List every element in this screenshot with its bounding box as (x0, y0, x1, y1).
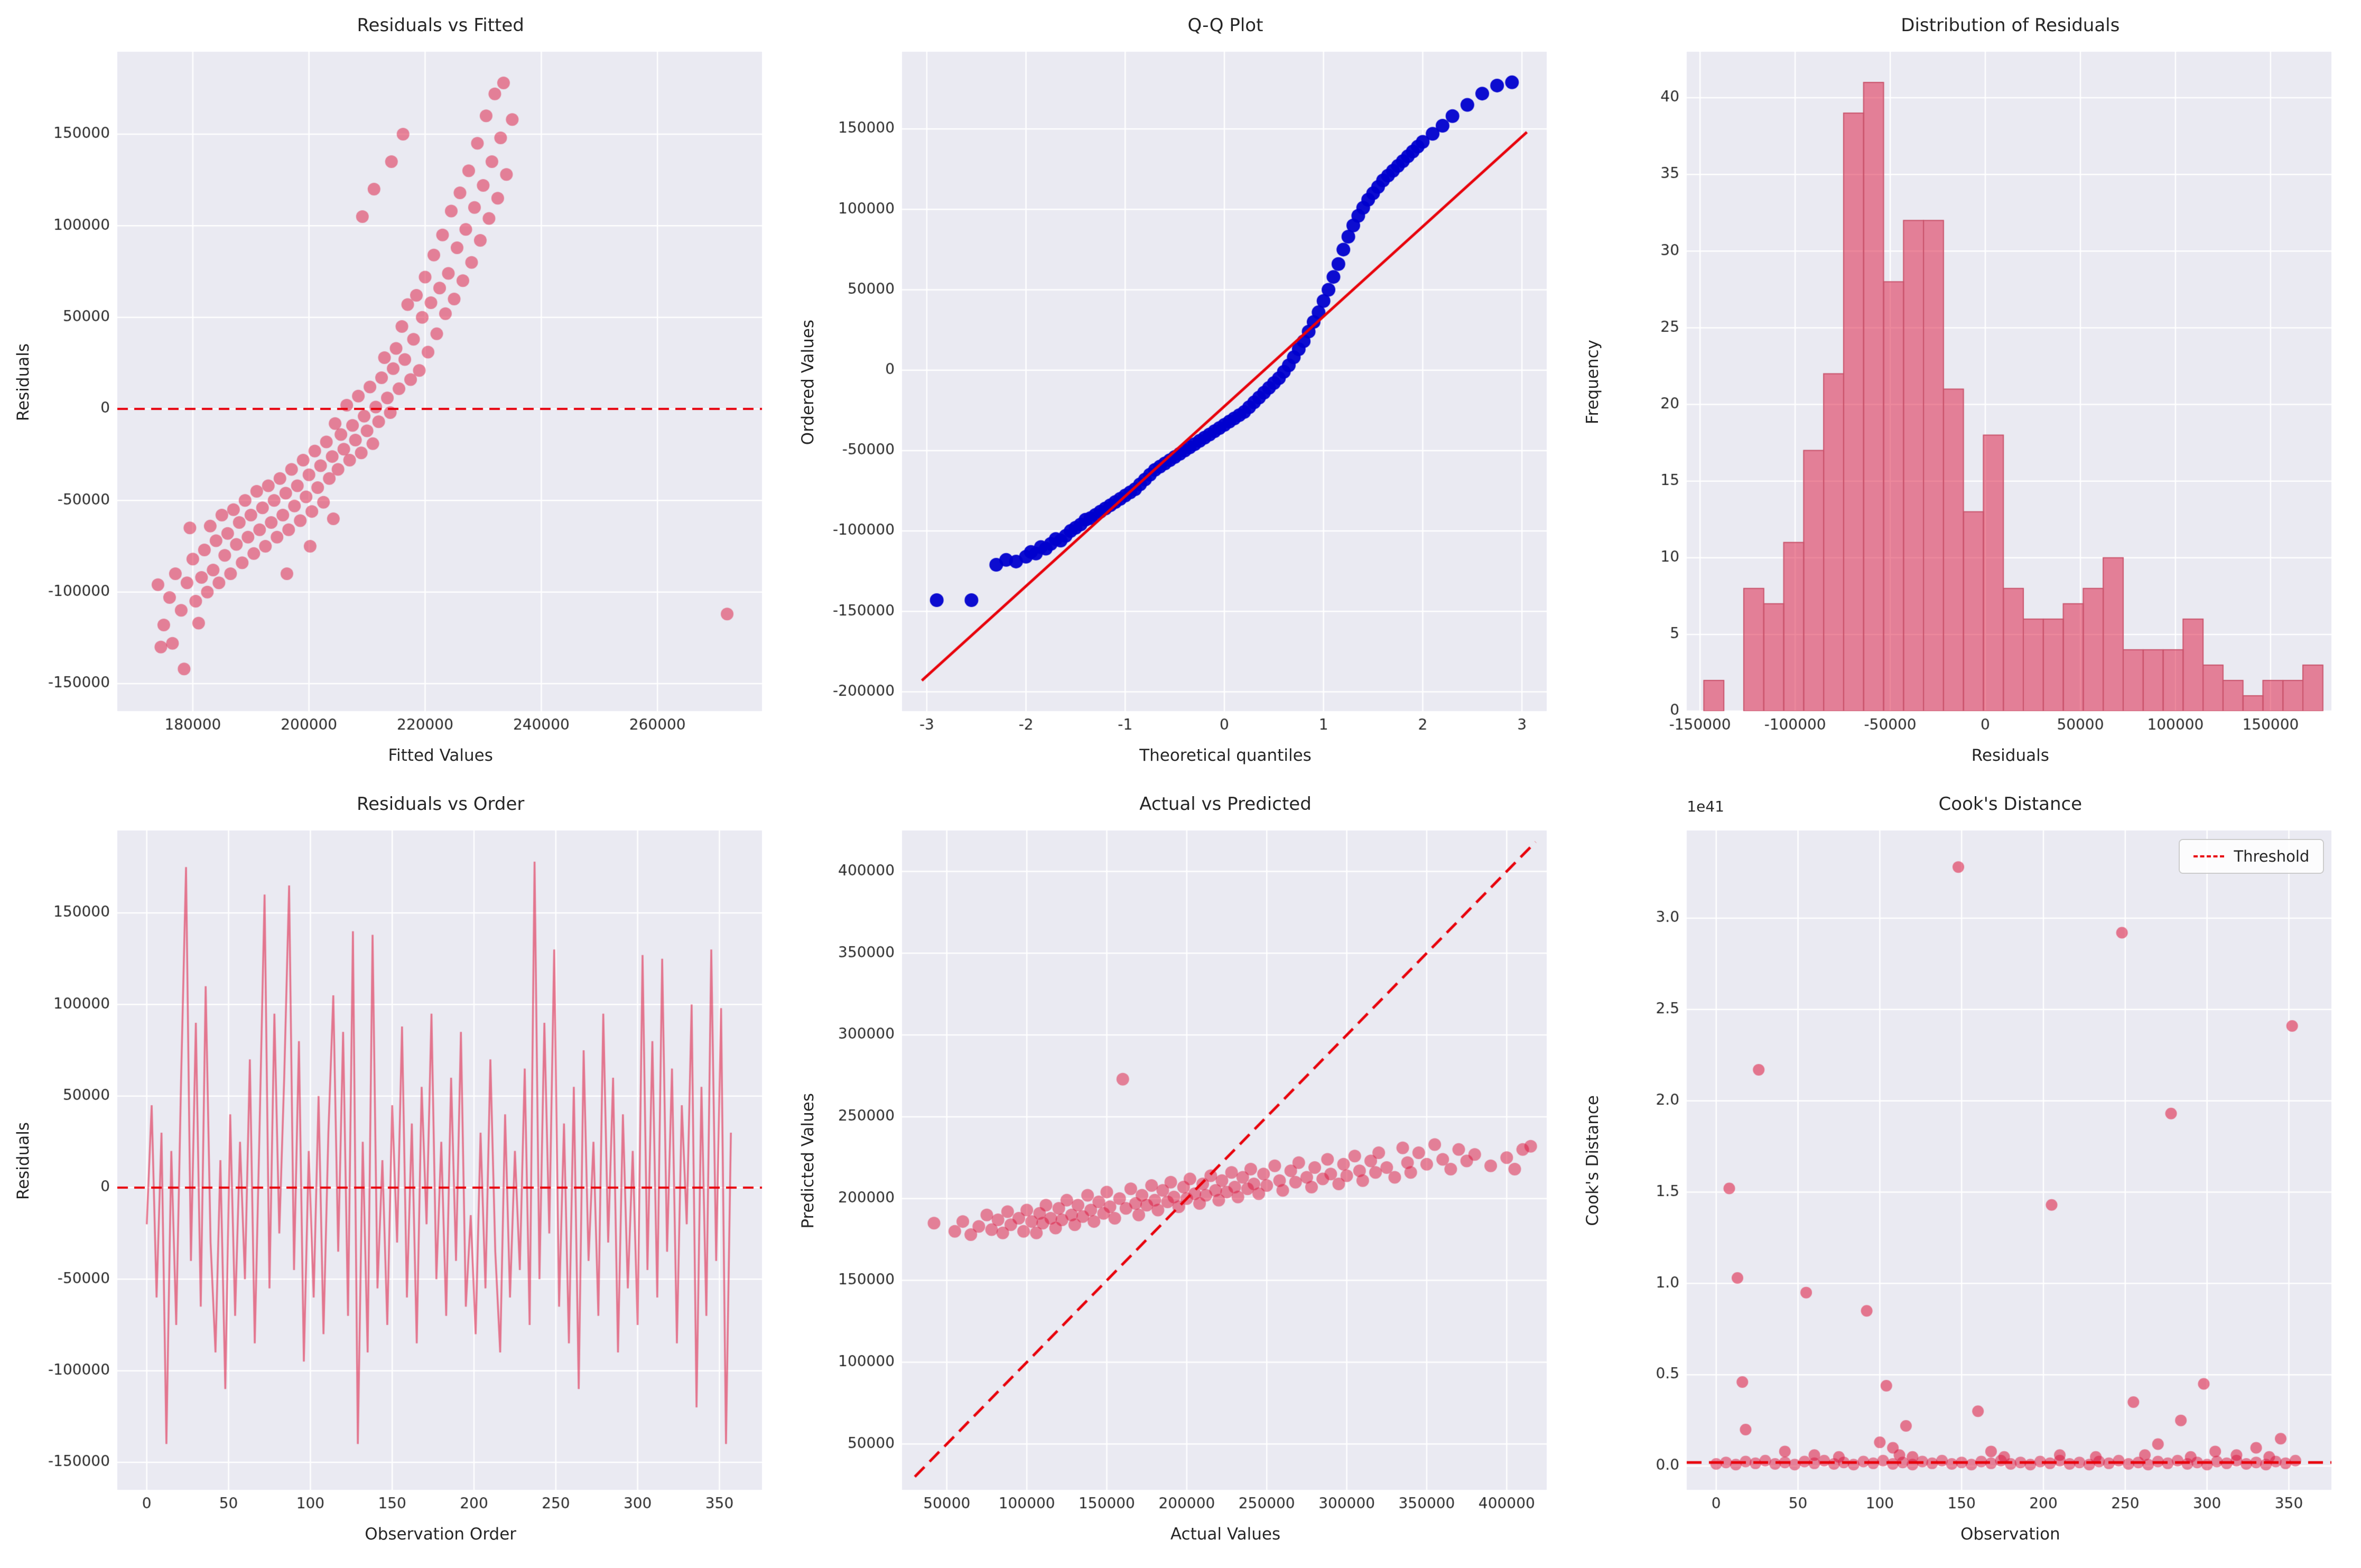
panel-cooks-distance: Cook's Distance Cook's Distance 1e41 Thr… (1573, 784, 2358, 1563)
threshold-line-sample-icon (2193, 855, 2225, 858)
y-axis-label: Cook's Distance (1583, 1095, 1603, 1226)
panel-distribution-of-residuals: Distribution of Residuals Frequency Resi… (1573, 5, 2358, 784)
plot-title: Cook's Distance (1938, 794, 2083, 815)
qq-plot (822, 42, 1563, 745)
residuals-vs-order-plot (38, 821, 778, 1524)
x-axis-label: Fitted Values (388, 746, 493, 766)
plot-title: Actual vs Predicted (1139, 794, 1312, 815)
x-axis-label: Residuals (1971, 746, 2049, 766)
plot-title: Residuals vs Fitted (357, 15, 524, 36)
x-axis-label: Actual Values (1170, 1525, 1281, 1544)
panel-residuals-vs-order: Residuals vs Order Residuals Observation… (3, 784, 788, 1563)
residuals-vs-fitted-plot (38, 42, 778, 745)
y-axis-label: Residuals (13, 1122, 33, 1200)
x-axis-label: Theoretical quantiles (1139, 746, 1312, 766)
cooks-distance-plot (1607, 821, 2348, 1524)
y-axis-offset-text: 1e41 (1687, 798, 1724, 816)
plot-title: Distribution of Residuals (1901, 15, 2120, 36)
legend: Threshold (2179, 839, 2325, 874)
y-axis-label: Ordered Values (798, 319, 817, 445)
x-axis-label: Observation Order (365, 1525, 517, 1544)
actual-vs-predicted-plot (822, 821, 1563, 1524)
y-axis-label: Residuals (13, 343, 33, 421)
plot-title: Q-Q Plot (1187, 15, 1263, 36)
residuals-histogram (1607, 42, 2348, 745)
panel-residuals-vs-fitted: Residuals vs Fitted Residuals Fitted Val… (3, 5, 788, 784)
y-axis-label: Predicted Values (798, 1093, 817, 1229)
y-axis-label: Frequency (1583, 340, 1603, 425)
panel-qq-plot: Q-Q Plot Ordered Values Theoretical quan… (788, 5, 1573, 784)
panel-actual-vs-predicted: Actual vs Predicted Predicted Values Act… (788, 784, 1573, 1563)
legend-label-threshold: Threshold (2234, 847, 2310, 866)
x-axis-label: Observation (1960, 1525, 2060, 1544)
plot-title: Residuals vs Order (356, 794, 525, 815)
